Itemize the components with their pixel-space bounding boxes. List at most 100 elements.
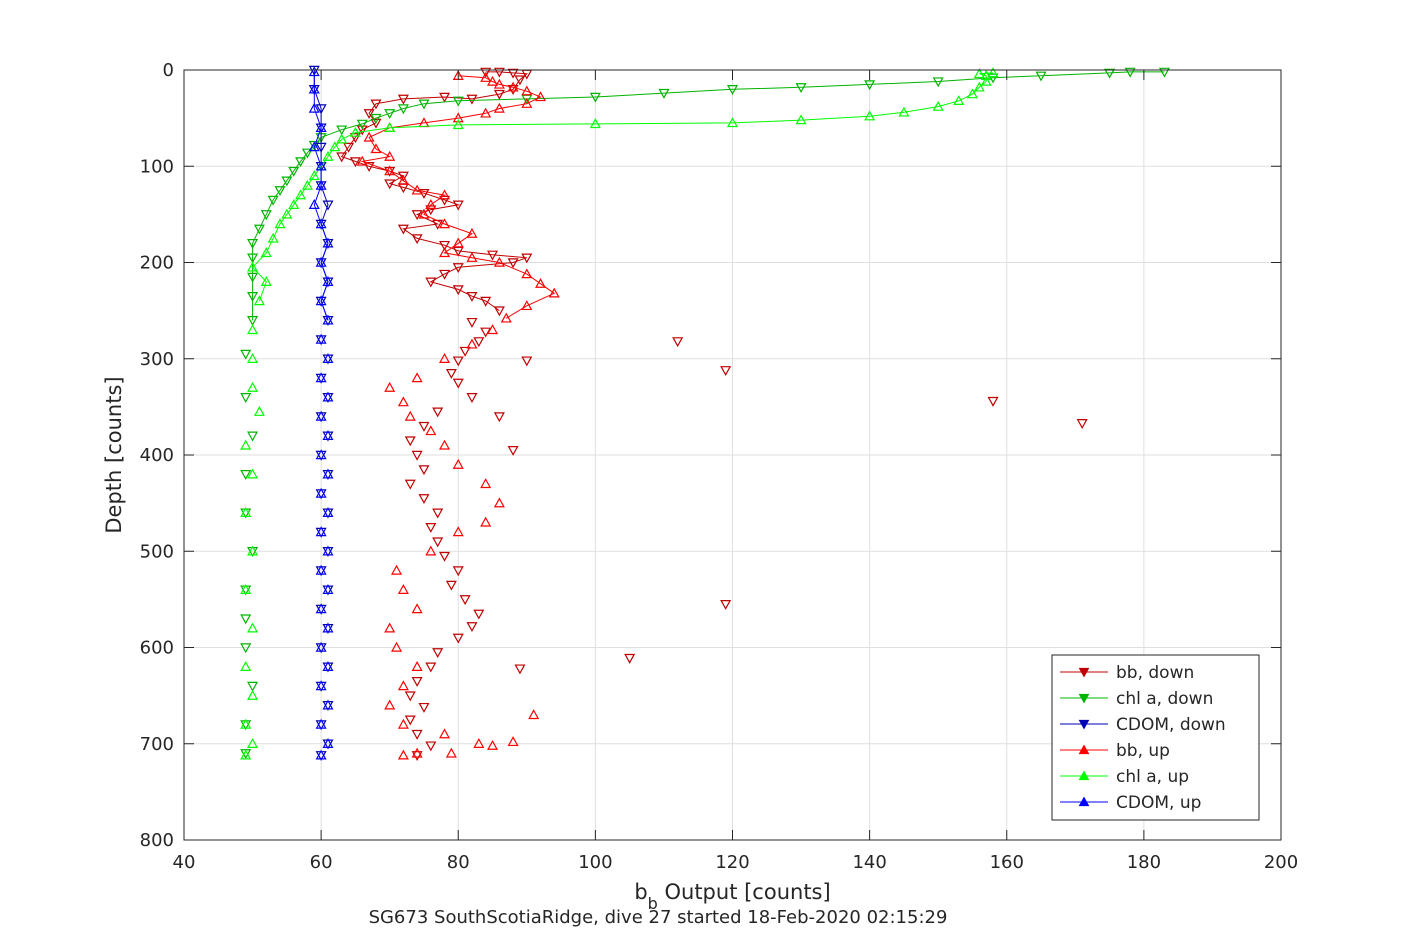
data-point xyxy=(397,749,409,760)
data-point xyxy=(487,739,499,750)
data-point xyxy=(253,405,265,416)
data-point xyxy=(322,150,334,161)
data-point xyxy=(720,599,732,610)
data-point xyxy=(315,122,327,132)
data-point xyxy=(720,366,732,377)
data-point xyxy=(439,195,451,206)
data-point xyxy=(528,709,540,720)
data-point xyxy=(466,251,478,262)
data-point xyxy=(240,439,252,450)
data-point xyxy=(432,537,444,548)
data-point xyxy=(425,522,437,533)
data-point xyxy=(295,157,307,168)
data-point xyxy=(247,689,259,700)
y-tick-label: 200 xyxy=(140,253,174,274)
data-point xyxy=(411,751,423,762)
data-point xyxy=(507,445,519,456)
data-point xyxy=(349,157,361,168)
x-tick-label: 120 xyxy=(715,852,749,873)
data-point xyxy=(240,393,252,403)
data-point xyxy=(1124,67,1136,78)
data-point xyxy=(247,316,259,326)
data-point xyxy=(521,268,533,279)
data-point xyxy=(247,291,259,302)
legend-marker xyxy=(1078,796,1090,807)
data-point xyxy=(384,622,396,633)
data-point xyxy=(452,526,464,537)
legend-marker xyxy=(1078,744,1090,755)
legend-marker xyxy=(1078,693,1090,704)
data-point xyxy=(322,391,334,402)
data-point xyxy=(1076,419,1088,429)
data-point xyxy=(521,300,533,311)
data-point xyxy=(487,324,499,335)
data-point xyxy=(521,356,533,367)
data-point xyxy=(322,430,334,440)
data-point xyxy=(384,122,396,132)
data-point xyxy=(370,143,382,154)
data-point xyxy=(322,699,334,710)
data-point xyxy=(507,736,519,747)
data-point xyxy=(445,747,457,758)
data-point xyxy=(452,378,464,389)
data-point xyxy=(247,431,259,442)
data-point xyxy=(795,83,807,94)
data-point xyxy=(452,263,464,274)
series-bb-down xyxy=(336,67,1088,762)
data-point xyxy=(247,545,259,556)
data-point xyxy=(322,200,334,211)
data-point xyxy=(322,237,334,248)
data-point xyxy=(432,648,444,659)
y-tick-label: 400 xyxy=(140,445,174,466)
data-point xyxy=(322,584,334,594)
data-point xyxy=(439,218,451,229)
legend-entry-label: bb, down xyxy=(1116,663,1194,683)
data-point xyxy=(315,603,327,614)
data-point xyxy=(411,747,423,758)
data-point xyxy=(987,396,999,407)
data-point xyxy=(466,393,478,403)
data-point xyxy=(295,189,307,200)
data-point xyxy=(247,381,259,392)
data-point xyxy=(315,218,327,229)
series-line xyxy=(251,72,994,302)
data-point xyxy=(500,312,512,323)
data-point xyxy=(363,109,375,120)
data-point xyxy=(425,662,437,673)
data-point xyxy=(493,412,505,423)
data-point xyxy=(253,224,265,235)
data-point xyxy=(356,119,368,130)
legend: bb, down chl a, down CDOM, down bb, up chl a… xyxy=(1051,654,1260,821)
data-point xyxy=(473,337,485,348)
data-point xyxy=(439,189,451,200)
data-point xyxy=(672,337,684,348)
data-point xyxy=(425,741,437,752)
data-point xyxy=(726,117,739,128)
series-chl-a-down xyxy=(240,67,1170,760)
data-layer xyxy=(240,65,1170,762)
data-point xyxy=(370,118,382,129)
data-point xyxy=(308,66,320,77)
x-axis-label: bb Output [counts] xyxy=(634,880,830,913)
data-point xyxy=(726,85,739,95)
data-point xyxy=(425,425,437,436)
data-point xyxy=(418,494,430,505)
data-point xyxy=(987,73,999,84)
data-point xyxy=(384,699,396,710)
data-point xyxy=(466,338,478,349)
chart-caption: SG673 SouthScotiaRidge, dive 27 started … xyxy=(369,907,948,928)
data-point xyxy=(315,680,327,691)
legend-box xyxy=(1051,654,1260,821)
x-tick-label: 60 xyxy=(310,852,333,873)
data-point xyxy=(411,603,423,614)
data-point xyxy=(535,277,547,288)
data-point xyxy=(336,125,348,136)
data-point xyxy=(411,729,423,740)
data-point xyxy=(247,261,259,272)
data-point xyxy=(322,661,334,671)
data-point xyxy=(411,210,423,221)
data-point xyxy=(322,622,334,633)
legend-entry-label: CDOM, down xyxy=(1116,715,1226,735)
data-point xyxy=(439,728,451,739)
data-point xyxy=(397,174,409,185)
